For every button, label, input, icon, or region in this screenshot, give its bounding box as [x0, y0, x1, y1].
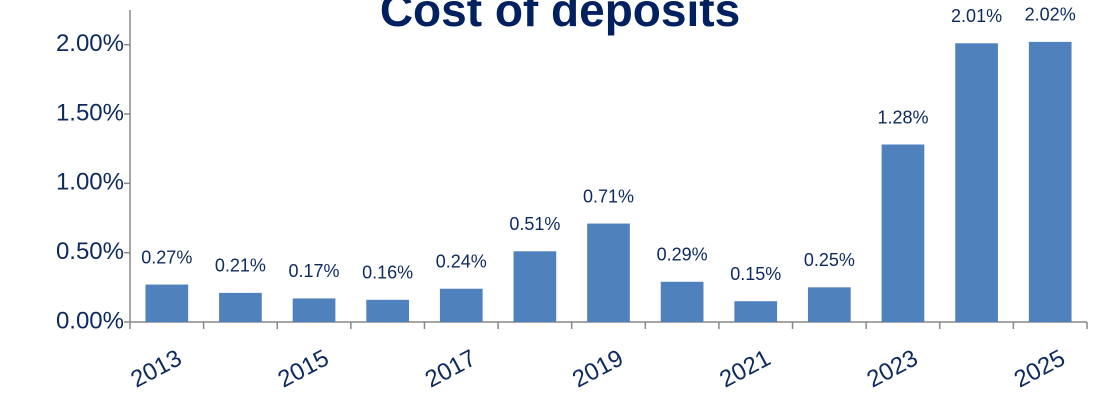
x-tick-label: 2017 — [421, 345, 481, 394]
bar — [1028, 41, 1072, 322]
value-label: 0.17% — [289, 261, 340, 281]
bar — [292, 298, 336, 322]
y-tick-label: 2.00% — [56, 30, 124, 57]
x-tick-label: 2015 — [274, 345, 334, 394]
bar — [807, 287, 851, 322]
bar — [219, 292, 262, 322]
bar — [439, 288, 483, 322]
value-label: 0.24% — [436, 251, 487, 271]
y-tick-label: 1.00% — [56, 169, 124, 196]
bar — [366, 299, 410, 322]
value-label: 0.51% — [509, 214, 560, 234]
value-label: 0.27% — [141, 247, 192, 267]
bar — [734, 301, 778, 322]
value-label: 0.15% — [730, 264, 781, 284]
y-tick-label: 0.50% — [56, 238, 124, 265]
value-label: 0.21% — [215, 256, 266, 276]
x-tick-label: 2019 — [568, 345, 628, 394]
x-tick-label: 2021 — [715, 345, 775, 394]
y-tick-label: 1.50% — [56, 99, 124, 126]
x-tick-label: 2013 — [126, 345, 186, 394]
value-label: 1.28% — [877, 107, 928, 127]
bar — [955, 43, 998, 322]
y-tick-label: 0.00% — [56, 307, 124, 334]
value-label: 2.01% — [951, 6, 1002, 26]
bar — [881, 144, 925, 322]
x-tick-label: 2025 — [1010, 345, 1070, 394]
bar — [660, 281, 704, 322]
value-label: 0.16% — [362, 263, 413, 283]
bar — [145, 284, 189, 322]
chart-title: Cost of deposits — [380, 0, 740, 36]
value-label: 2.02% — [1025, 5, 1076, 25]
bar — [513, 251, 557, 322]
x-tick-label: 2023 — [863, 345, 923, 394]
bar — [587, 223, 630, 322]
value-label: 0.71% — [583, 186, 634, 206]
value-label: 0.29% — [657, 245, 708, 265]
value-label: 0.25% — [804, 250, 855, 270]
